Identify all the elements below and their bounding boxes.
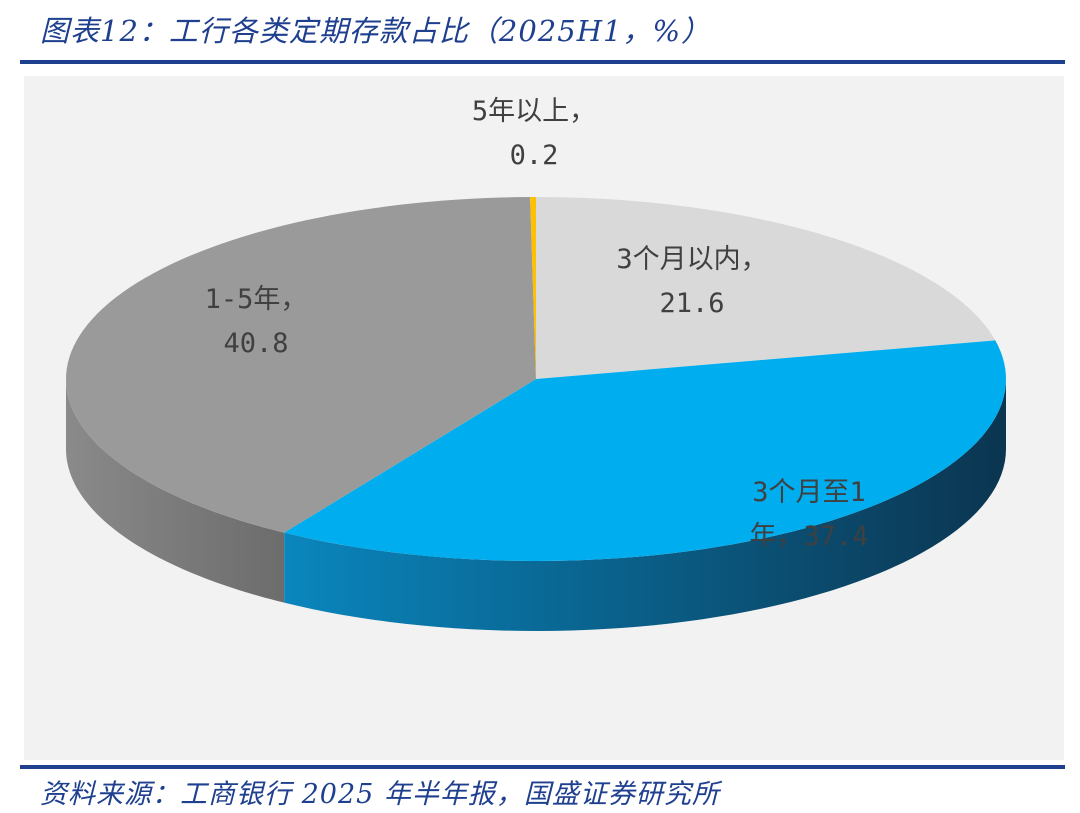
data-label-2-line-2: 年，37.4: [749, 521, 868, 552]
data-label-1: 3个月以内， 21.6: [616, 244, 767, 319]
pie-slice-2: [284, 340, 1006, 561]
data-label-2-line-1: 3个月至1: [752, 477, 866, 508]
data-label-4: 5年以上， 0.2: [472, 96, 596, 171]
data-label-1-line-1: 3个月以内，: [616, 244, 767, 275]
pie-sides: [66, 379, 1006, 631]
data-label-2: 3个月至1 年，37.4: [749, 477, 868, 552]
chart-area: 3个月以内， 21.6 3个月至1 年，37.4 1-5年， 40.8 5年以上， 0.2: [24, 76, 1064, 760]
data-label-1-line-2: 21.6: [659, 288, 724, 319]
pie-data-labels: 3个月以内， 21.6 3个月至1 年，37.4 1-5年， 40.8 5年以上， 0.2: [205, 96, 869, 552]
pie-slice-3: [66, 197, 536, 533]
data-label-4-line-2: 0.2: [510, 140, 559, 171]
pie-slice-1: [536, 197, 996, 379]
figure-title: 图表12：工行各类定期存款占比（2025H1，%）: [40, 14, 712, 48]
pie-side-2: [284, 379, 1006, 631]
data-label-3: 1-5年， 40.8: [205, 284, 308, 359]
data-label-3-line-2: 40.8: [223, 328, 288, 359]
data-label-3-line-1: 1-5年，: [205, 284, 308, 315]
pie-slice-4: [530, 197, 536, 379]
data-label-4-line-1: 5年以上，: [472, 96, 596, 127]
source-rule: [20, 765, 1065, 769]
pie-chart: 3个月以内， 21.6 3个月至1 年，37.4 1-5年， 40.8 5年以上， 0.2: [66, 96, 1006, 631]
pie-slices: [66, 197, 1006, 561]
title-rule: [20, 60, 1065, 64]
pie-side-3: [66, 379, 285, 603]
source-note: 资料来源：工商银行 2025 年半年报，国盛证券研究所: [40, 779, 720, 810]
